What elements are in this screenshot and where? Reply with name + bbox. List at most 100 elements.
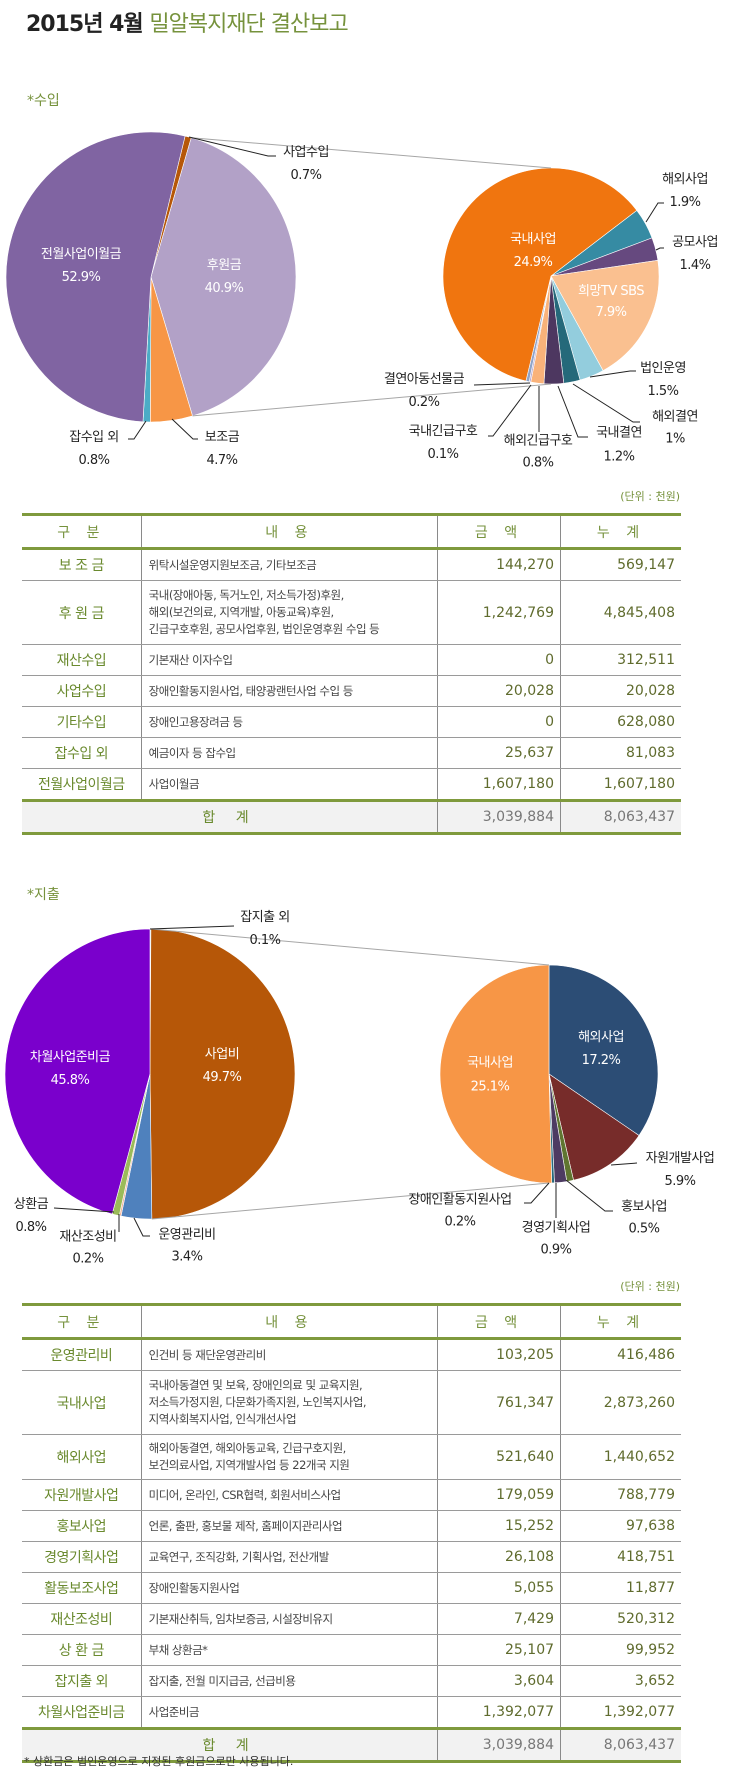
leader-line [610,1162,638,1166]
row-category: 상 환 금 [22,1634,142,1666]
column-header: 누 계 [560,513,681,550]
column-header: 금 액 [437,1303,561,1340]
income-section-label: *수입 [27,93,60,109]
row-description: 사업준비금 [140,1696,438,1729]
row-cumulative: 1,440,652 [560,1434,681,1480]
table-row: 차월사업준비금 사업준비금 1,392,077 1,392,077 [22,1696,681,1729]
total-amount: 3,039,884 [437,799,561,835]
row-category: 운영관리비 [22,1338,142,1371]
row-description: 사업이월금 [140,768,438,801]
secondary-pie-slice [548,964,659,1136]
row-amount: 20,028 [437,675,561,707]
leader-line [149,925,235,930]
main-pie-slice [5,131,186,423]
row-description: 부채 상환금* [140,1634,438,1666]
row-cumulative: 11,877 [560,1572,681,1604]
row-amount: 25,107 [437,1634,561,1666]
connector-line [150,928,550,966]
row-cumulative: 97,638 [560,1510,681,1542]
row-cumulative: 99,952 [560,1634,681,1666]
row-amount: 3,604 [437,1665,561,1697]
leader-line [171,418,198,440]
row-description: 잡지출, 전월 미지급금, 선급비용 [140,1665,438,1697]
row-description: 장애인활동지원사업 [140,1572,438,1604]
slice-label: 결연아동선물금 0.2% [383,372,465,410]
total-cumulative: 8,063,437 [560,799,681,835]
row-cumulative: 569,147 [560,548,681,581]
row-category: 보 조 금 [22,548,142,581]
leader-line [645,202,664,223]
slice-label: 차월사업준비금 45.8% [29,1050,111,1088]
row-cumulative: 628,080 [560,706,681,738]
row-category: 재산수입 [22,644,142,676]
row-cumulative: 20,028 [560,675,681,707]
leader-line [53,1207,115,1213]
leader-line [565,1179,613,1212]
row-amount: 1,607,180 [437,768,561,801]
slice-label: 운영관리비 3.4% [158,1227,216,1265]
total-amount: 3,039,884 [437,1727,561,1763]
footnote: * 상환금은 법인운영으로 지정된 후원금으로만 사용됩니다. [24,1755,294,1768]
row-description: 기본재산 이자수입 [140,644,438,676]
slice-label: 사업수입 0.7% [283,145,329,183]
total-label: 합 계 [22,799,438,835]
row-amount: 144,270 [437,548,561,581]
main-pie-slice [4,928,151,1215]
row-category: 잡수입 외 [22,737,142,769]
secondary-pie-slice [550,259,660,372]
slice-label: 상환금 0.8% [13,1197,49,1235]
row-cumulative: 1,607,180 [560,768,681,801]
table-row: 활동보조사업 장애인활동지원사업 5,055 11,877 [22,1572,681,1604]
row-cumulative: 3,652 [560,1665,681,1697]
secondary-pie-slice [548,1073,640,1181]
leader-line [488,384,532,437]
row-description: 해외아동결연, 해외아동교육, 긴급구호지원, 보건의료사업, 지역개발사업 등… [140,1434,438,1480]
row-description: 장애인활동지원사업, 태양광랜턴사업 수입 등 [140,675,438,707]
row-amount: 15,252 [437,1510,561,1542]
slice-label: 해외긴급구호 0.8% [503,433,573,471]
slice-label: 법인운영 1.5% [640,361,686,399]
column-header: 구 분 [22,513,142,550]
table-row: 해외사업 해외아동결연, 해외아동교육, 긴급구호지원, 보건의료사업, 지역개… [22,1434,681,1480]
column-header: 누 계 [560,1303,681,1340]
slice-label: 공모사업 1.4% [672,235,718,273]
row-description: 미디어, 온라인, CSR협력, 회원서비스사업 [140,1479,438,1511]
secondary-pie-slice [439,964,553,1184]
slice-label: 해외결연 1% [652,409,698,447]
slice-label: 희망TV SBS 7.9% [577,284,645,320]
row-description: 국내(장애아동, 독거노인, 저소득가정)후원, 해외(보건의료, 지역개발, … [140,580,438,645]
row-cumulative: 418,751 [560,1541,681,1573]
row-description: 위탁시설운영지원보조금, 기타보조금 [140,548,438,581]
slice-label: 국내긴급구호 0.1% [408,424,478,462]
row-category: 해외사업 [22,1434,142,1480]
leader-line [128,420,147,440]
row-category: 국내사업 [22,1370,142,1435]
slice-label: 해외사업 1.9% [662,172,708,210]
row-cumulative: 81,083 [560,737,681,769]
row-category: 재산조성비 [22,1603,142,1635]
row-amount: 179,059 [437,1479,561,1511]
row-category: 전월사업이월금 [22,768,142,801]
row-amount: 1,392,077 [437,1696,561,1729]
slice-label: 경영기획사업 0.9% [521,1220,591,1258]
expense-section-label: *지출 [27,887,60,903]
row-amount: 7,429 [437,1603,561,1635]
total-row: 합 계 3,039,884 8,063,437 [22,1727,681,1763]
connector-line [192,383,552,417]
table-row: 재산조성비 기본재산취득, 임차보증금, 시설장비유지 7,429 520,31… [22,1603,681,1635]
row-amount: 761,347 [437,1370,561,1435]
leader-line [133,1217,150,1237]
row-amount: 1,242,769 [437,580,561,645]
table-row: 국내사업 국내아동결연 및 보육, 장애인의료 및 교육지원, 저소득가정지원,… [22,1370,681,1435]
column-header: 내 용 [140,513,438,550]
leader-line [473,382,531,386]
row-amount: 25,637 [437,737,561,769]
row-category: 활동보조사업 [22,1572,142,1604]
page-title: 2015년 4월 밀알복지재단 결산보고 [26,6,349,38]
row-description: 국내아동결연 및 보육, 장애인의료 및 교육지원, 저소득가정지원, 다문화가… [140,1370,438,1435]
slice-label: 사업비 49.7% [202,1047,242,1085]
